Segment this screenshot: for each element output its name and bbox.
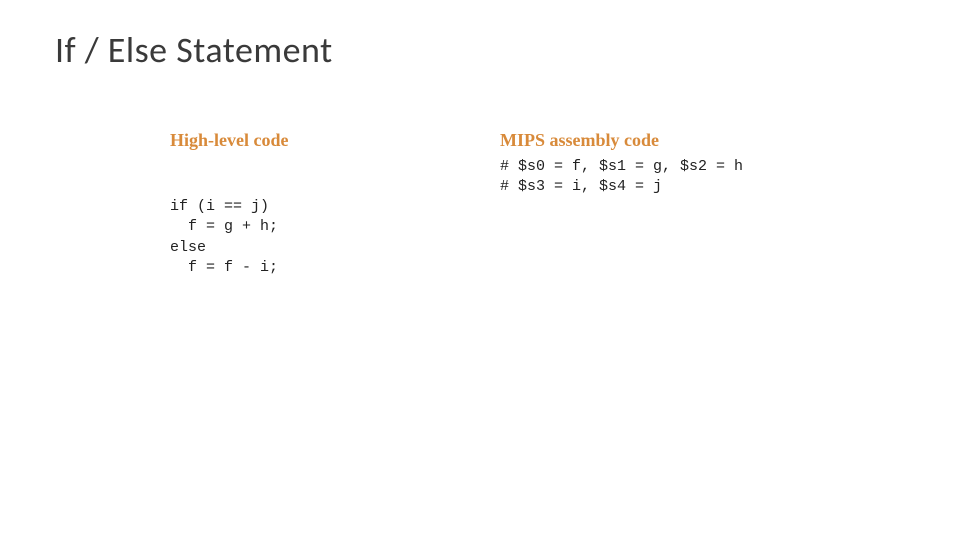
slide-title: If / Else Statement: [55, 28, 333, 72]
left-column: High-level code if (i == j) f = g + h; e…: [170, 130, 288, 278]
right-column: MIPS assembly code # $s0 = f, $s1 = g, $…: [500, 130, 743, 198]
high-level-code-heading: High-level code: [170, 130, 288, 151]
mips-assembly-heading: MIPS assembly code: [500, 130, 743, 151]
high-level-code-block: if (i == j) f = g + h; else f = f - i;: [170, 197, 288, 278]
mips-assembly-code-block: # $s0 = f, $s1 = g, $s2 = h # $s3 = i, $…: [500, 157, 743, 198]
